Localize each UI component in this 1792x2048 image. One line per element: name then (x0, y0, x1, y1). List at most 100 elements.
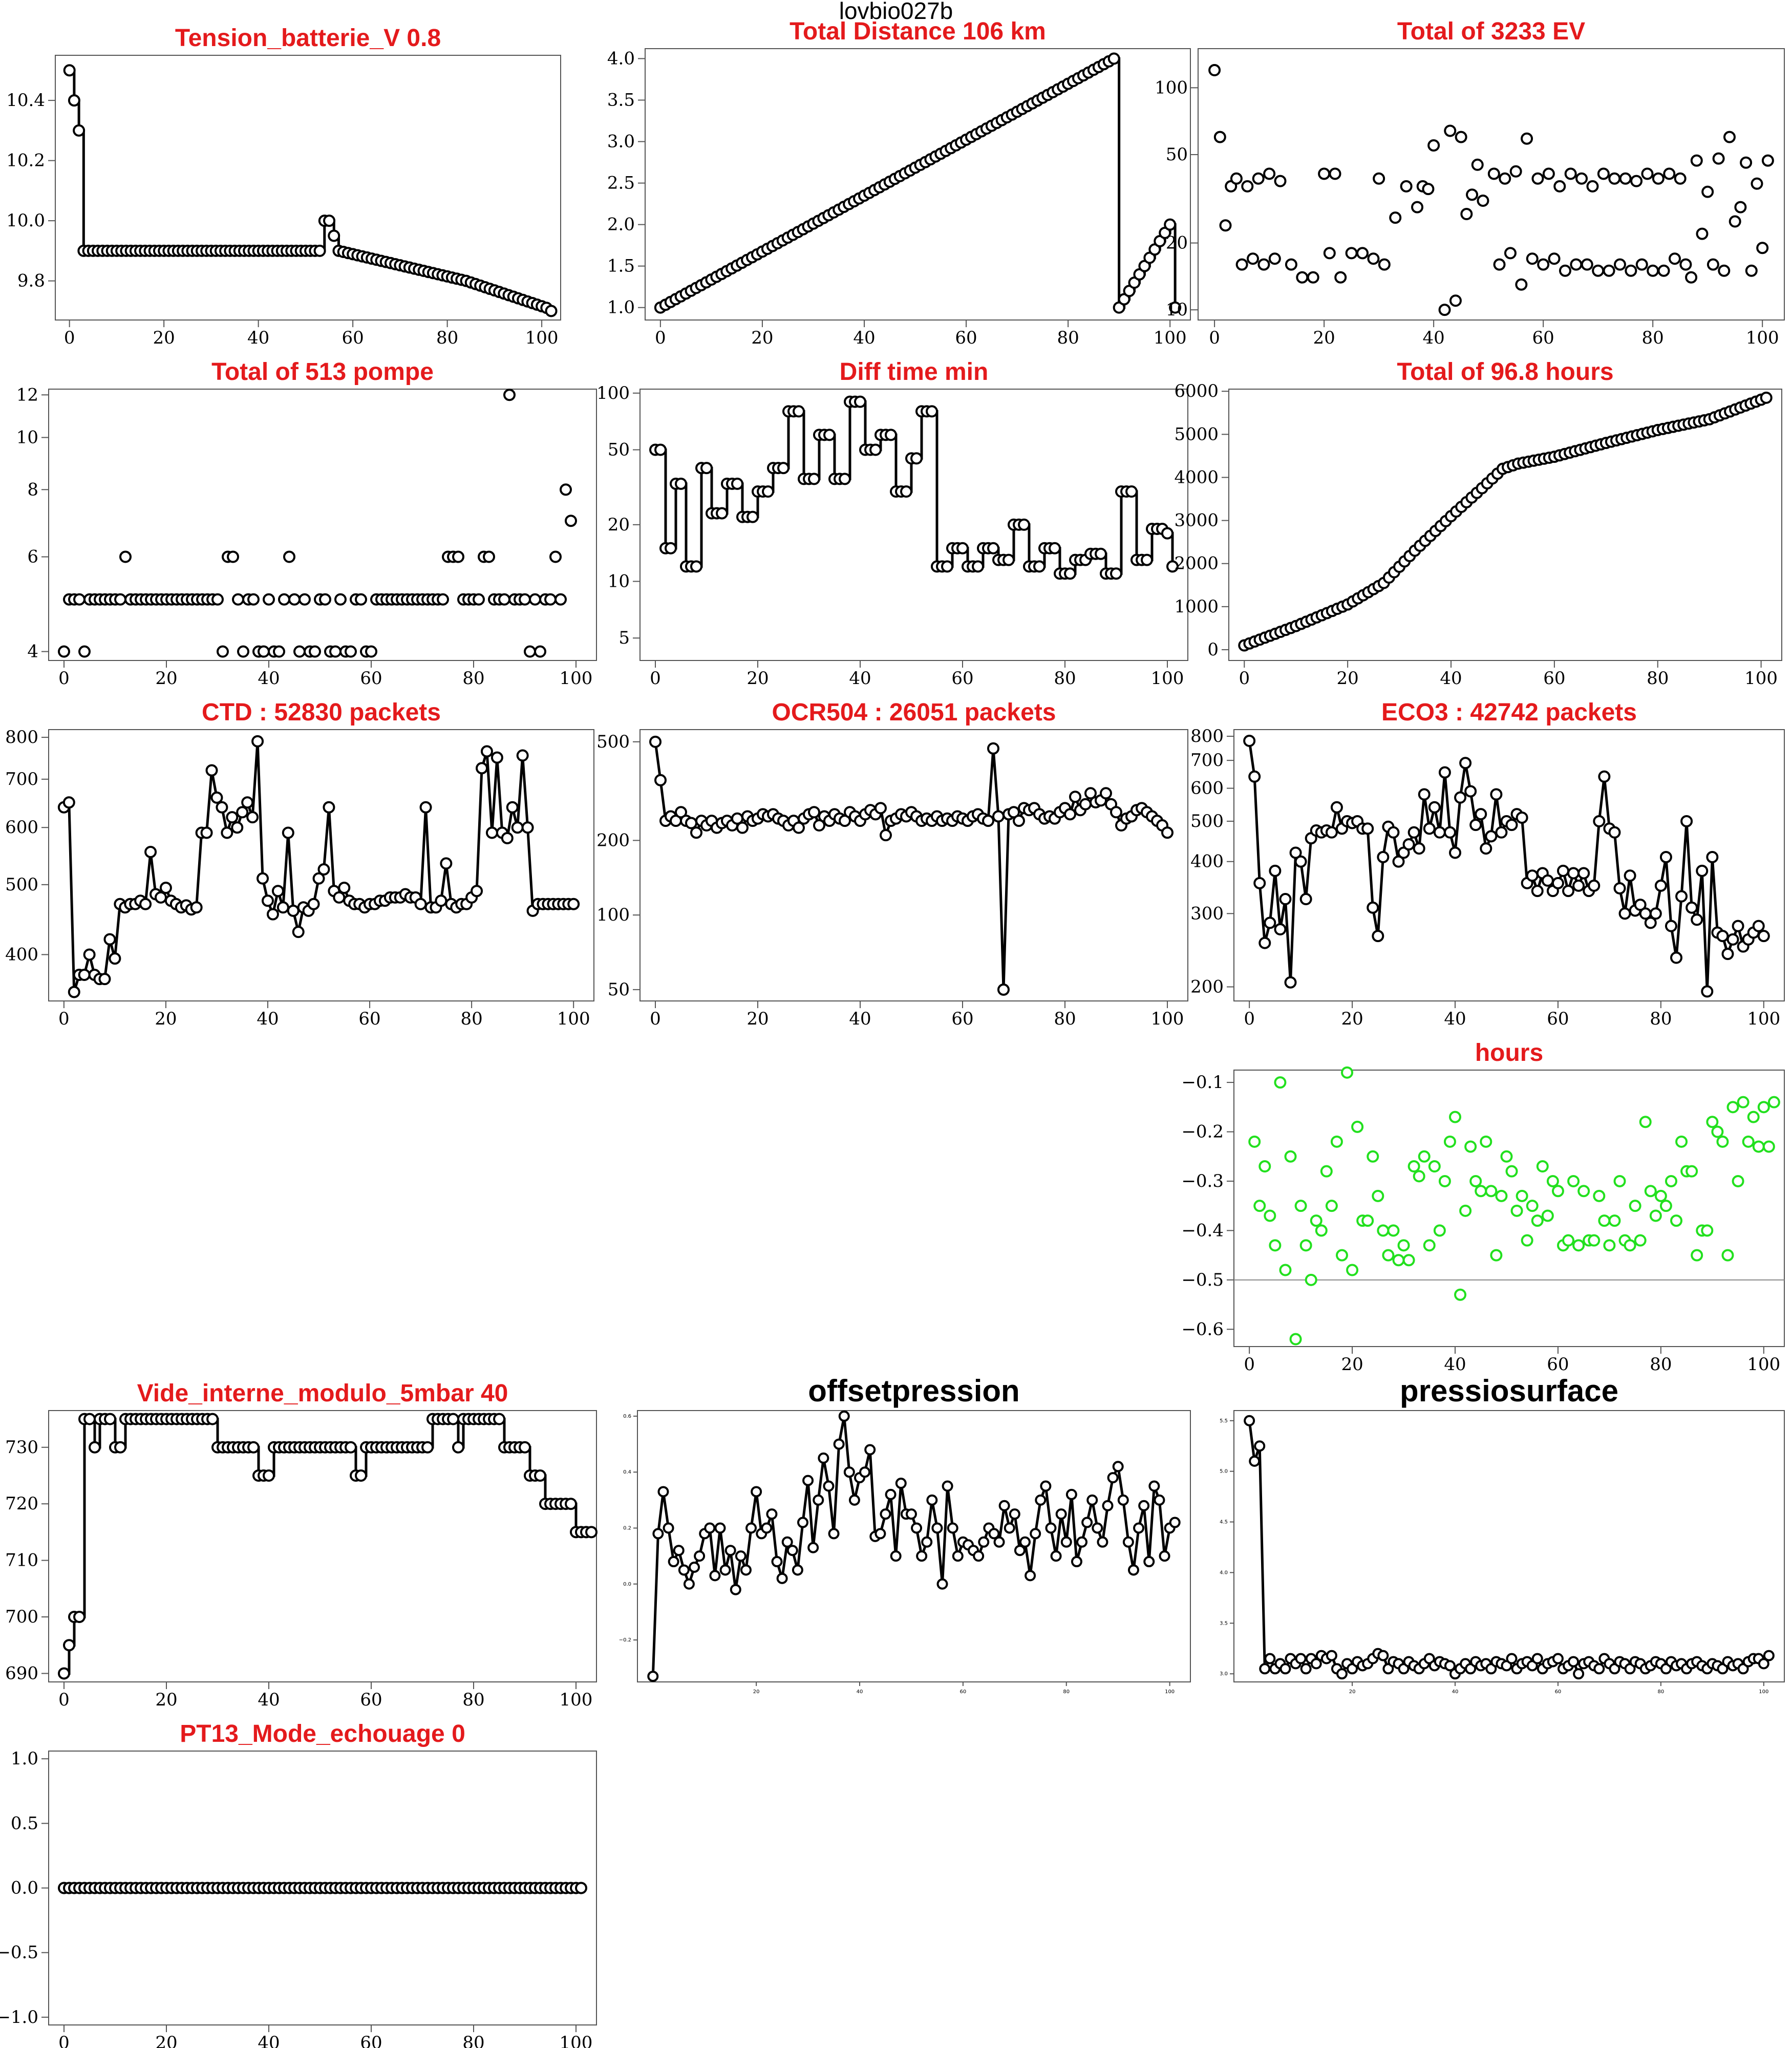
data-point (1706, 258, 1719, 271)
x-tick-label: 100 (1747, 1009, 1780, 1029)
data-point (1588, 1234, 1601, 1247)
x-tick-label: 0 (64, 328, 75, 348)
data-point (731, 477, 743, 490)
x-tick-label: 20 (746, 1009, 769, 1029)
data-point (1455, 131, 1467, 143)
y-tick-label: 2.0 (607, 215, 635, 235)
data-point (200, 826, 213, 839)
data-point (1235, 258, 1248, 271)
plot-frame (1198, 48, 1785, 321)
data-point (503, 389, 516, 401)
chart-title: Total of 96.8 hours (1397, 358, 1613, 386)
data-point (910, 452, 923, 465)
data-point (1716, 930, 1729, 943)
data-point (1459, 757, 1472, 770)
data-point (1490, 788, 1503, 801)
data-point (1552, 1653, 1564, 1665)
data-point (911, 1522, 923, 1534)
data-point (1169, 1517, 1181, 1528)
data-point (435, 894, 447, 907)
data-point (1161, 826, 1174, 839)
data-point (323, 215, 336, 227)
data-point (309, 645, 321, 658)
data-point (1575, 172, 1588, 185)
data-point (1516, 811, 1528, 824)
data-point (1608, 826, 1621, 839)
plot-frame (639, 389, 1188, 661)
data-point (1745, 264, 1758, 277)
data-point (1392, 1254, 1405, 1267)
series-line (1248, 1420, 1770, 1677)
data-point (1138, 1500, 1150, 1511)
data-point (1378, 258, 1391, 271)
data-point (1330, 1135, 1343, 1148)
data-point (241, 796, 254, 809)
x-tick-label: 100 (1746, 328, 1779, 348)
data-point (700, 462, 713, 475)
data-point (246, 811, 259, 824)
data-point (334, 593, 347, 606)
data-point (263, 1469, 275, 1482)
data-point (1427, 139, 1440, 152)
data-point (287, 904, 300, 917)
data-point (1649, 907, 1662, 920)
data-point (545, 305, 558, 317)
x-tick-label: 60 (951, 1009, 973, 1029)
data-point (1504, 247, 1517, 260)
y-tick-label: 700 (5, 769, 38, 790)
data-point (1674, 172, 1687, 185)
data-point (972, 560, 984, 573)
x-tick-label: 80 (1650, 1009, 1672, 1029)
x-tick-label: 60 (1555, 1689, 1562, 1695)
data-point (874, 802, 887, 815)
data-point (1495, 1189, 1508, 1202)
series-line (1244, 396, 1767, 647)
data-point (1329, 167, 1341, 180)
data-point (1761, 154, 1774, 167)
data-point (1125, 485, 1138, 498)
data-point (1159, 1550, 1170, 1562)
data-point (1598, 770, 1611, 783)
panel-pt13: PT13_Mode_echouage 0 0 20 40 60 80 100 −1.0 −0.5… (0, 1720, 597, 2048)
x-tick-label: 80 (436, 328, 458, 348)
data-point (1035, 1494, 1047, 1506)
data-point (1625, 264, 1637, 277)
data-point (1253, 1200, 1266, 1212)
data-point (714, 1522, 726, 1534)
data-point (1254, 1440, 1266, 1452)
data-point (226, 811, 239, 824)
x-tick-label: 40 (258, 2033, 280, 2048)
y-tick-label: −0.2 (619, 1637, 631, 1643)
data-point (440, 857, 453, 870)
data-point (704, 1522, 716, 1534)
y-tick-label: −0.2 (1181, 1122, 1224, 1142)
data-point (1752, 920, 1765, 932)
data-point (1706, 851, 1719, 864)
data-point (1685, 271, 1698, 284)
y-tick-label: 500 (5, 874, 38, 895)
data-point (1400, 180, 1413, 193)
data-point (1230, 172, 1243, 185)
y-tick-label: 20 (608, 515, 630, 535)
data-point (1361, 1214, 1374, 1227)
data-point (1495, 826, 1508, 839)
x-tick-label: 100 (560, 2033, 593, 2048)
data-point (1154, 1494, 1165, 1506)
plot-frame (637, 1410, 1191, 1682)
data-point (231, 821, 244, 834)
data-point (114, 593, 126, 606)
data-point (1548, 252, 1561, 265)
data-point (1443, 826, 1456, 839)
data-point (139, 898, 152, 910)
data-point (793, 405, 805, 418)
data-point (565, 515, 577, 527)
data-point (690, 826, 702, 839)
data-point (1449, 294, 1462, 307)
data-point (1269, 864, 1282, 877)
plot-frame (1233, 729, 1785, 1001)
y-tick-label: −0.3 (1181, 1171, 1224, 1191)
panel-pompe: Total of 513 pompe 0 20 40 60 80 100 4 6 8 10 12 (16, 358, 597, 689)
x-tick-label: 80 (462, 2033, 484, 2048)
y-tick-label: 4.5 (1220, 1520, 1228, 1525)
